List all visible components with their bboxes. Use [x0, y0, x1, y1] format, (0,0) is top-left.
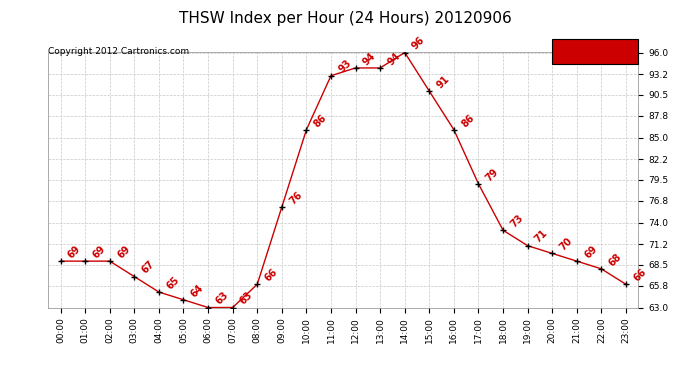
Text: 64: 64	[189, 282, 206, 299]
Text: THSW Index per Hour (24 Hours) 20120906: THSW Index per Hour (24 Hours) 20120906	[179, 11, 511, 26]
Text: 69: 69	[66, 244, 83, 260]
Text: 68: 68	[607, 251, 624, 268]
Text: 91: 91	[435, 74, 451, 90]
Text: 94: 94	[361, 51, 377, 67]
Text: 63: 63	[238, 290, 255, 307]
Text: 69: 69	[582, 244, 599, 260]
Text: 94: 94	[386, 51, 402, 67]
Text: 70: 70	[558, 236, 574, 253]
Text: 63: 63	[214, 290, 230, 307]
Text: 69: 69	[115, 244, 132, 260]
Text: 66: 66	[263, 267, 279, 284]
Text: Copyright 2012 Cartronics.com: Copyright 2012 Cartronics.com	[48, 47, 190, 56]
Text: 65: 65	[164, 274, 181, 291]
Text: THSW  (°F): THSW (°F)	[565, 47, 625, 57]
Text: 86: 86	[312, 112, 328, 129]
Text: 96: 96	[411, 35, 427, 52]
Text: 67: 67	[140, 259, 157, 276]
Text: 66: 66	[631, 267, 648, 284]
Text: 69: 69	[90, 244, 108, 260]
Text: 93: 93	[337, 58, 353, 75]
Text: 79: 79	[484, 166, 501, 183]
Text: 76: 76	[287, 190, 304, 206]
Text: 73: 73	[509, 213, 525, 230]
Text: 86: 86	[460, 112, 476, 129]
Text: 71: 71	[533, 228, 550, 245]
